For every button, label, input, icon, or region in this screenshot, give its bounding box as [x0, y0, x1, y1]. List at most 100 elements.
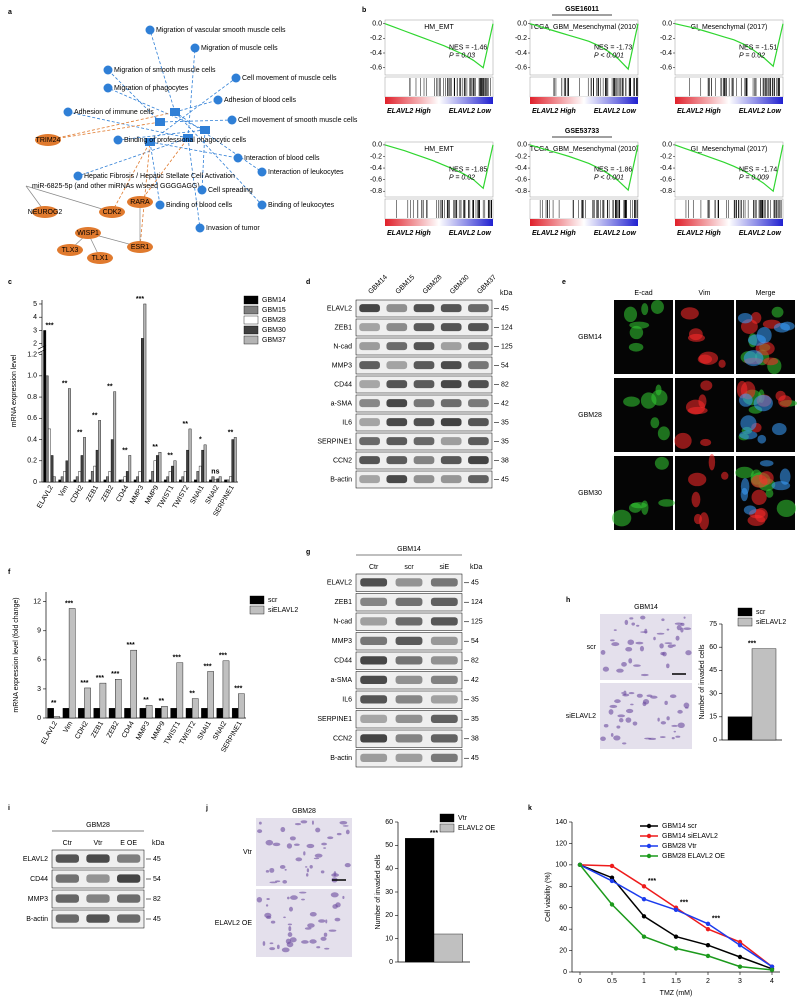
cell-signal — [699, 512, 709, 530]
blot-band — [86, 894, 110, 903]
stained-cell — [628, 658, 633, 664]
cell-signal — [738, 393, 753, 407]
cell-signal — [763, 357, 779, 366]
stained-cell — [294, 822, 302, 826]
stained-cell — [284, 868, 287, 871]
blot-band — [440, 456, 462, 465]
blot-band — [359, 304, 380, 313]
line-marker — [673, 946, 679, 951]
bar — [209, 479, 212, 483]
y-tick-label: 3 — [37, 686, 41, 693]
y-tick-label: 6 — [37, 657, 41, 664]
blot-band — [395, 695, 423, 704]
legend-swatch — [243, 325, 259, 335]
stained-cell — [680, 622, 685, 627]
stained-cell — [602, 666, 610, 672]
bar — [155, 708, 162, 719]
function-node — [233, 153, 243, 163]
kda-header: kDa — [470, 564, 483, 571]
bar — [405, 838, 435, 963]
legend-label: GBM28 — [262, 317, 286, 324]
y-tick-label: -0.8 — [515, 188, 527, 195]
blot-row-label: SERPINE1 — [317, 438, 352, 445]
y-tick-label: 20 — [385, 912, 393, 919]
micrograph-label: siELAVL2 — [566, 713, 596, 720]
stained-cell — [664, 700, 668, 705]
p-label: P = 0.009 — [739, 174, 769, 181]
network-edge — [159, 119, 233, 123]
significance-label: ** — [51, 700, 57, 707]
y-tick-label: 40 — [385, 866, 393, 873]
y-tick-label: 1.0 — [27, 373, 37, 380]
rank-gradient — [530, 219, 638, 226]
significance-label: ** — [122, 447, 128, 454]
bar — [113, 391, 117, 483]
bar — [62, 708, 70, 719]
stained-cell — [281, 947, 290, 953]
y-axis-label: Number of invaded cells — [375, 854, 382, 930]
bar — [47, 708, 54, 719]
stained-cell — [342, 895, 345, 900]
blot-band — [117, 914, 141, 923]
y-tick-label: 15 — [709, 714, 717, 721]
cell-signal — [680, 307, 699, 320]
gene-label: RARA — [130, 199, 150, 206]
blot-band — [55, 914, 79, 923]
cell-signal — [759, 460, 774, 467]
legend-swatch — [249, 605, 265, 615]
stained-cell — [657, 717, 660, 722]
bar — [118, 479, 122, 483]
stained-cell — [646, 694, 653, 697]
line-marker — [673, 907, 679, 913]
bar — [191, 698, 199, 719]
legend-label: GBM14 — [262, 297, 286, 304]
bar — [153, 460, 157, 483]
cell-signal — [658, 499, 675, 507]
gene-label: CDK2 — [103, 209, 122, 216]
bar — [83, 437, 86, 483]
plot-frame — [674, 141, 784, 198]
row-label: GBM28 — [578, 412, 602, 419]
stained-cell — [283, 916, 286, 919]
blot-band — [117, 874, 141, 883]
high-label: ELAVL2 High — [677, 230, 721, 237]
bar — [216, 478, 220, 483]
cell-signal — [708, 454, 716, 471]
gene-label: WISP1 — [77, 230, 99, 237]
function-label: Cell movement of muscle cells — [242, 75, 337, 82]
kda-label: 45 — [153, 856, 161, 863]
function-node — [257, 200, 267, 210]
network-edge — [149, 141, 161, 206]
blot-band — [468, 304, 489, 313]
bar — [143, 303, 147, 483]
network-edge — [149, 29, 176, 113]
bar — [173, 460, 177, 483]
stained-cell — [301, 898, 305, 901]
legend-label: GBM14 scr — [662, 823, 698, 830]
stained-cell — [280, 826, 286, 833]
bar — [231, 439, 235, 483]
cell-signal — [641, 303, 649, 316]
legend-label: GBM37 — [262, 337, 286, 344]
cell-signal — [654, 456, 669, 470]
cell-signal — [700, 438, 712, 447]
plot-frame — [384, 19, 494, 76]
kda-label: 45 — [501, 476, 509, 483]
y-tick-label: -0.2 — [370, 35, 382, 42]
blot-band — [440, 437, 462, 446]
bar — [156, 455, 159, 483]
stained-cell — [683, 702, 690, 708]
low-label: ELAVL2 Low — [449, 230, 492, 237]
p-label: P = 0.02 — [449, 174, 475, 181]
stained-cell — [633, 664, 641, 667]
bar — [201, 449, 205, 483]
kda-label: 35 — [501, 438, 509, 445]
y-tick-label: 10 — [385, 936, 393, 943]
y-tick-label: -0.2 — [515, 153, 527, 160]
function-label: Interaction of blood cells — [244, 155, 320, 162]
line-marker — [609, 878, 615, 884]
network-edge — [107, 87, 206, 131]
nes-label: NES = -1.51 — [739, 44, 777, 51]
high-label: ELAVL2 High — [532, 108, 576, 115]
